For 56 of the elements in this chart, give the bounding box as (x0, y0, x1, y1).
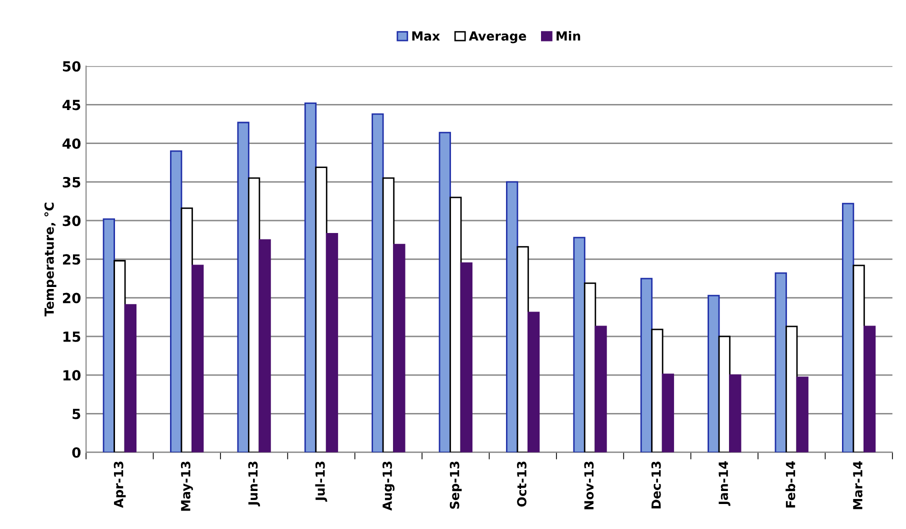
x-tick-label: Dec-13 (651, 462, 661, 508)
x-tick-label: Jun-13 (248, 462, 260, 506)
bar (708, 294, 720, 452)
y-tick-label: 10 (63, 370, 81, 381)
bar (662, 374, 674, 452)
x-tick-label: Apr-13 (114, 462, 126, 508)
bar (450, 196, 462, 452)
bar (114, 260, 126, 452)
bar (852, 264, 865, 452)
bar (393, 244, 406, 452)
bar (786, 326, 798, 452)
bar (774, 272, 787, 452)
x-tick-label: Oct-13 (517, 462, 526, 507)
bar (315, 166, 328, 452)
y-tick-label: 30 (62, 216, 81, 226)
y-tick-label: 0 (72, 447, 81, 458)
bar (124, 304, 136, 452)
y-tick-label: 15 (63, 332, 80, 342)
x-tick-label: Aug-13 (382, 462, 394, 511)
bar (863, 326, 876, 452)
y-tick-label: 45 (62, 100, 80, 110)
x-tick-label: May-13 (180, 462, 193, 511)
bar (718, 336, 730, 452)
x-tick-label: Feb-14 (786, 461, 796, 508)
bar (651, 328, 664, 452)
bar (584, 282, 596, 452)
bar (528, 312, 540, 452)
bar (594, 326, 607, 452)
bar (170, 150, 182, 452)
bar (258, 239, 271, 452)
bar (372, 113, 384, 452)
legend-label: Average (468, 31, 526, 44)
bar (573, 236, 586, 452)
x-tick-label: Jul-13 (315, 462, 328, 502)
legend-label: Max (412, 31, 440, 41)
x-tick-label: Mar-14 (853, 461, 862, 510)
bar (516, 246, 529, 452)
y-tick-label: 50 (62, 61, 81, 72)
bar (237, 122, 250, 452)
bar (796, 376, 808, 452)
x-tick-label: Jan-14 (718, 461, 730, 506)
y-tick-label: 35 (62, 176, 80, 188)
legend-label: Min (556, 31, 580, 41)
bar (326, 233, 338, 452)
bar (192, 264, 204, 452)
y-tick-label: 40 (62, 138, 81, 149)
y-tick-label: 5 (72, 408, 80, 420)
bar (729, 374, 742, 452)
y-tick-label: 20 (62, 292, 81, 304)
bar (506, 181, 518, 452)
bar (640, 278, 653, 452)
x-tick-label: Nov-13 (584, 462, 594, 510)
bar (460, 262, 472, 452)
y-axis-title: Temperature, °C (44, 202, 56, 316)
y-tick-label: 25 (62, 254, 80, 265)
x-tick-label: Sep-13 (450, 462, 462, 509)
